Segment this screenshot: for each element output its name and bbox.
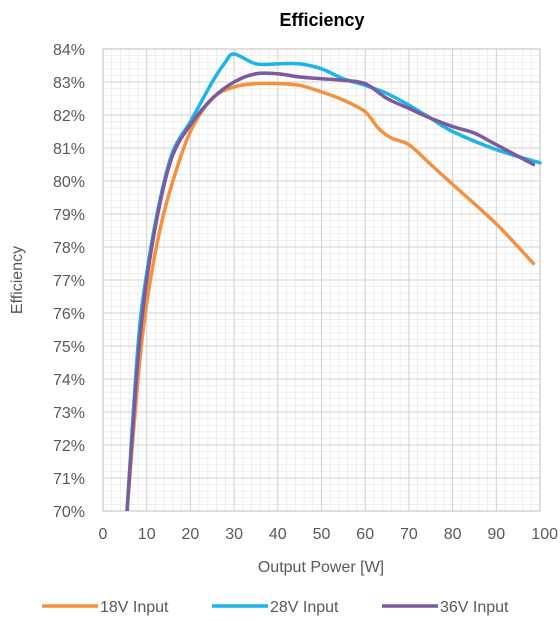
x-tick-label: 90 bbox=[487, 526, 505, 543]
y-tick-label: 81% bbox=[53, 141, 85, 158]
x-tick-label: 60 bbox=[356, 526, 374, 543]
chart-title: Efficiency bbox=[279, 10, 364, 30]
legend-entry: 18V Input bbox=[42, 599, 169, 616]
x-tick-label: 30 bbox=[225, 526, 243, 543]
y-tick-label: 75% bbox=[53, 339, 85, 356]
legend-label: 28V Input bbox=[270, 599, 339, 616]
y-tick-label: 84% bbox=[53, 42, 85, 59]
y-axis-title: Efficiency bbox=[9, 246, 26, 314]
x-tick-label: 20 bbox=[182, 526, 200, 543]
y-tick-label: 73% bbox=[53, 405, 85, 422]
x-tick-label: 70 bbox=[400, 526, 418, 543]
x-axis-title: Output Power [W] bbox=[258, 559, 384, 576]
x-tick-label: 0 bbox=[99, 526, 108, 543]
legend-entry: 36V Input bbox=[382, 599, 509, 616]
y-tick-label: 79% bbox=[53, 207, 85, 224]
legend: 18V Input 28V Input 36V Input bbox=[42, 599, 509, 616]
y-tick-label: 74% bbox=[53, 372, 85, 389]
x-tick-label: 100 bbox=[531, 526, 558, 543]
y-tick-label: 80% bbox=[53, 174, 85, 191]
series-line-36v-input bbox=[125, 71, 536, 511]
x-tick-label: 40 bbox=[269, 526, 287, 543]
legend-entry: 28V Input bbox=[212, 599, 339, 616]
y-axis-tick-labels: 70% 71% 72% 73% 74% 75% 76% 77% 78% 79% 80% 81% 82% 8… bbox=[53, 42, 85, 521]
legend-label: 36V Input bbox=[440, 599, 509, 616]
y-tick-label: 70% bbox=[53, 504, 85, 521]
series-line-18v-input bbox=[125, 81, 536, 511]
y-tick-label: 76% bbox=[53, 306, 85, 323]
legend-label: 18V Input bbox=[100, 599, 169, 616]
x-tick-label: 80 bbox=[444, 526, 462, 543]
x-tick-label: 10 bbox=[138, 526, 156, 543]
y-tick-label: 78% bbox=[53, 240, 85, 257]
y-tick-label: 82% bbox=[53, 108, 85, 125]
plot-area-border bbox=[102, 48, 541, 512]
y-tick-label: 71% bbox=[53, 471, 85, 488]
y-tick-label: 77% bbox=[53, 273, 85, 290]
x-axis-tick-labels: 0 10 20 30 40 50 60 70 80 90 100 bbox=[99, 526, 559, 543]
y-tick-label: 83% bbox=[53, 75, 85, 92]
y-tick-label: 72% bbox=[53, 438, 85, 455]
x-tick-label: 50 bbox=[313, 526, 331, 543]
series-lines bbox=[125, 52, 542, 511]
